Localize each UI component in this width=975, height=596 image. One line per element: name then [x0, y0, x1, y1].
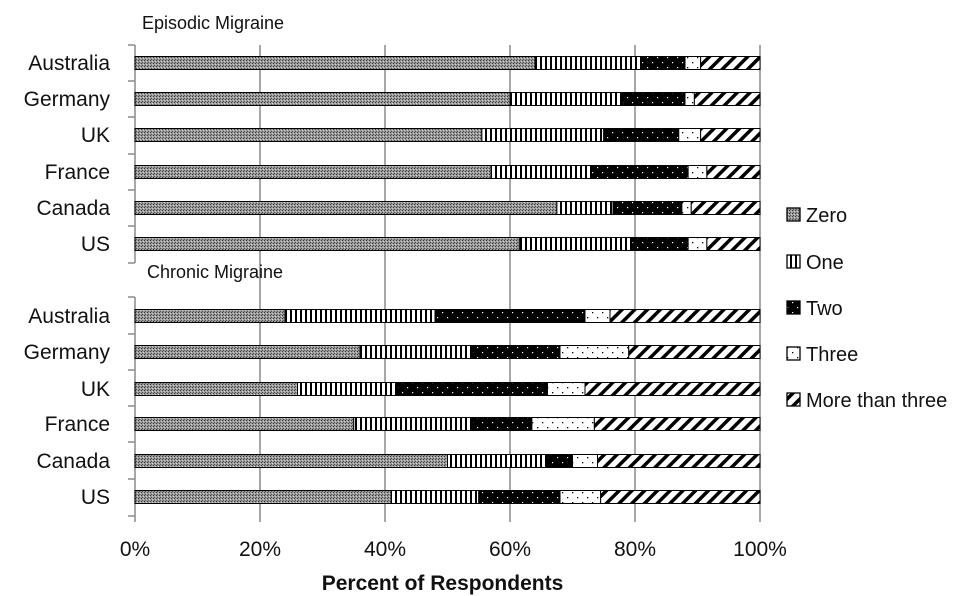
bar-segment-chronic-migraine-us-more-than-three: [600, 490, 761, 504]
bar-segment-chronic-migraine-canada-one: [447, 454, 548, 468]
bar-segment-episodic-migraine-australia-more-than-three: [700, 56, 761, 70]
legend-swatch-more-than-three: [786, 392, 801, 407]
bar-segment-chronic-migraine-canada-more-than-three: [597, 454, 761, 468]
bar-segment-chronic-migraine-australia-two: [434, 309, 586, 323]
category-label-france: France: [45, 161, 110, 184]
category-label-us: US: [81, 486, 110, 509]
x-tick-label: 80%: [614, 538, 656, 561]
legend-swatch-zero: [786, 207, 801, 222]
category-label-france: France: [45, 413, 110, 436]
x-tick-label: 60%: [489, 538, 531, 561]
bar-segment-chronic-migraine-canada-three: [572, 454, 598, 468]
bar-segment-episodic-migraine-germany-more-than-three: [693, 92, 761, 106]
bar-segment-chronic-migraine-germany-zero: [134, 345, 361, 359]
bar-segment-episodic-migraine-canada-more-than-three: [690, 201, 761, 215]
bar-segment-episodic-migraine-germany-three: [684, 92, 695, 106]
bar-segment-episodic-migraine-france-three: [687, 165, 708, 179]
category-label-uk: UK: [81, 124, 110, 147]
bar-segment-episodic-migraine-uk-one: [481, 128, 605, 142]
labels: 0% 20% 40% 60% 80% 100% Episodic Migraine Austr…: [24, 13, 787, 595]
bar-segment-episodic-migraine-australia-two: [640, 56, 686, 70]
bar-segment-chronic-migraine-germany-one: [359, 345, 473, 359]
gridlines: [259, 45, 761, 516]
category-label-germany: Germany: [24, 341, 111, 364]
bar-segment-episodic-migraine-france-more-than-three: [706, 165, 761, 179]
legend-label-one: One: [806, 252, 844, 274]
bar-segment-chronic-migraine-australia-one: [284, 309, 436, 323]
legend-label-zero: Zero: [806, 205, 847, 227]
x-tick-label: 100%: [733, 538, 787, 561]
bar-segment-chronic-migraine-france-one: [353, 417, 473, 431]
bar-segment-episodic-migraine-canada-three: [681, 201, 692, 215]
group-title-episodic-migraine: Episodic Migraine: [142, 13, 284, 33]
category-label-canada: Canada: [36, 197, 110, 220]
x-tick-label: 0%: [120, 538, 150, 561]
category-label-canada: Canada: [36, 450, 110, 473]
bar-segment-chronic-migraine-uk-three: [547, 382, 586, 396]
bar-segment-episodic-migraine-germany-zero: [134, 92, 511, 106]
bar-segment-chronic-migraine-canada-zero: [134, 454, 448, 468]
bar-segment-episodic-migraine-australia-one: [534, 56, 642, 70]
bar-segment-episodic-migraine-france-two: [590, 165, 689, 179]
legend: Zero One Two Three More than three: [786, 205, 947, 412]
bar-segment-episodic-migraine-australia-zero: [134, 56, 536, 70]
bar-segment-chronic-migraine-us-zero: [134, 490, 392, 504]
x-axis-title: Percent of Respondents: [322, 572, 564, 595]
bar-segment-episodic-migraine-us-zero: [134, 237, 520, 251]
bars: [134, 56, 761, 504]
legend-swatch-two: [786, 300, 801, 315]
bar-segment-chronic-migraine-germany-more-than-three: [628, 345, 761, 359]
bar-segment-episodic-migraine-us-more-than-three: [706, 237, 761, 251]
bar-segment-chronic-migraine-australia-more-than-three: [609, 309, 761, 323]
bar-segment-episodic-migraine-france-zero: [134, 165, 492, 179]
bar-segment-chronic-migraine-uk-zero: [134, 382, 298, 396]
bar-segment-episodic-migraine-canada-two: [612, 201, 683, 215]
bar-segment-chronic-migraine-canada-two: [547, 454, 573, 468]
bar-segment-episodic-migraine-germany-one: [509, 92, 623, 106]
bar-segment-episodic-migraine-france-one: [490, 165, 592, 179]
bar-segment-episodic-migraine-australia-three: [684, 56, 702, 70]
x-tick-label: 40%: [364, 538, 406, 561]
bar-segment-chronic-migraine-uk-two: [397, 382, 548, 396]
bar-segment-chronic-migraine-france-more-than-three: [593, 417, 761, 431]
category-label-germany: Germany: [24, 88, 111, 111]
group-title-chronic-migraine: Chronic Migraine: [147, 262, 283, 282]
bar-segment-chronic-migraine-france-two: [472, 417, 533, 431]
bar-segment-chronic-migraine-uk-more-than-three: [584, 382, 761, 396]
x-tick-label: 20%: [239, 538, 281, 561]
category-label-us: US: [81, 233, 110, 256]
bar-segment-chronic-migraine-germany-two: [472, 345, 561, 359]
bar-segment-chronic-migraine-us-two: [478, 490, 561, 504]
bar-segment-episodic-migraine-uk-two: [603, 128, 680, 142]
bar-segment-episodic-migraine-us-one: [518, 237, 633, 251]
legend-label-three: Three: [806, 344, 858, 366]
bar-segment-episodic-migraine-uk-three: [678, 128, 702, 142]
category-label-australia: Australia: [28, 52, 110, 75]
bar-segment-episodic-migraine-uk-zero: [134, 128, 483, 142]
category-label-uk: UK: [81, 378, 110, 401]
legend-label-two: Two: [806, 298, 843, 320]
bar-segment-chronic-migraine-us-one: [390, 490, 480, 504]
bar-segment-chronic-migraine-australia-zero: [134, 309, 286, 323]
bar-segment-episodic-migraine-uk-more-than-three: [700, 128, 761, 142]
bar-segment-chronic-migraine-germany-three: [559, 345, 630, 359]
bar-segment-chronic-migraine-france-zero: [134, 417, 355, 431]
bar-segment-episodic-migraine-germany-two: [622, 92, 686, 106]
bar-segment-episodic-migraine-canada-one: [556, 201, 614, 215]
bar-segment-episodic-migraine-us-three: [687, 237, 708, 251]
bar-segment-chronic-migraine-uk-one: [297, 382, 398, 396]
bar-segment-chronic-migraine-us-three: [559, 490, 602, 504]
category-label-australia: Australia: [28, 305, 110, 328]
bar-segment-episodic-migraine-canada-zero: [134, 201, 558, 215]
legend-swatch-one: [786, 254, 801, 269]
legend-label-more-than-three: More than three: [806, 390, 947, 412]
legend-swatch-three: [786, 346, 801, 361]
bar-segment-chronic-migraine-france-three: [531, 417, 595, 431]
bar-segment-chronic-migraine-australia-three: [584, 309, 611, 323]
bar-segment-episodic-migraine-us-two: [631, 237, 689, 251]
axes: [128, 44, 761, 522]
